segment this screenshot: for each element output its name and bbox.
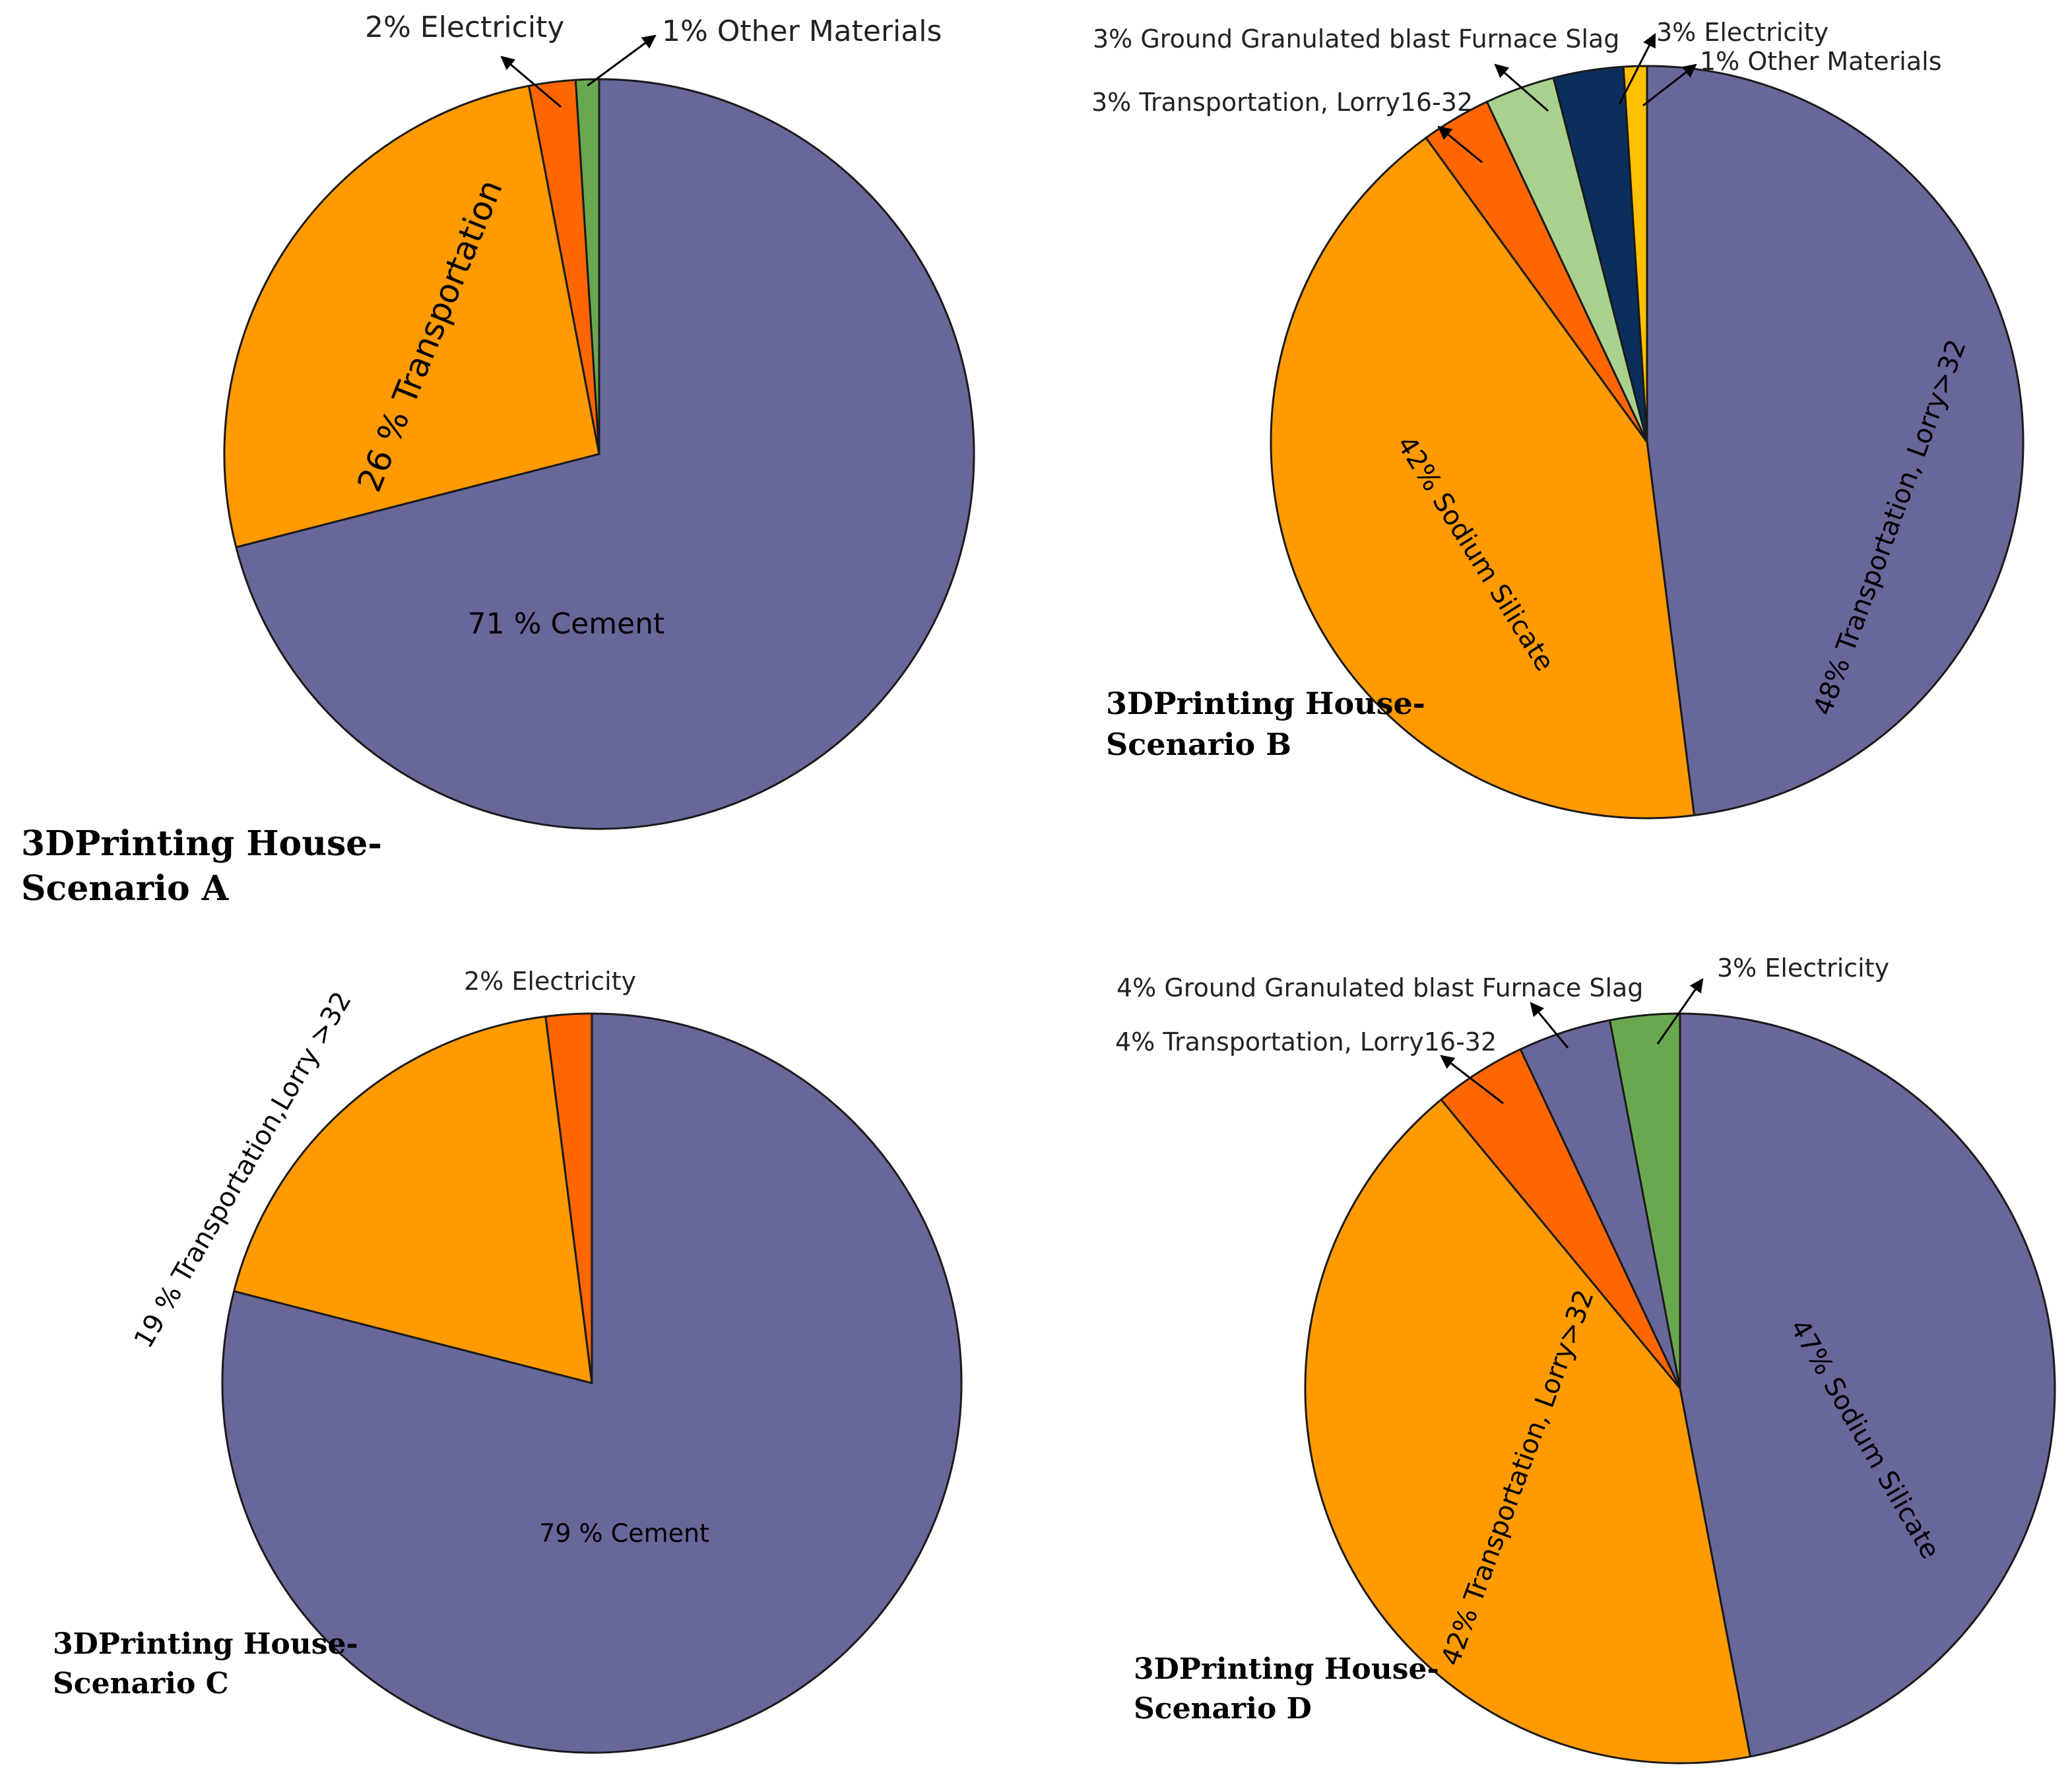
chart-title-scenario-d-line2: Scenario D xyxy=(1134,1692,1312,1726)
callout-arrow-ggbs xyxy=(1494,63,1549,112)
chart-title-scenario-b-line2: Scenario B xyxy=(1106,727,1291,762)
chart-title-scenario-d-line1: 3DPrinting House- xyxy=(1134,1652,1439,1686)
callout-arrow-transportation-lorry16-32 xyxy=(1437,125,1483,164)
chart-title-scenario-b-line1: 3DPrinting House- xyxy=(1106,686,1425,721)
callout-arrow-electricity-d xyxy=(1656,978,1704,1045)
pie-slice-d-sodium-silicate xyxy=(1679,1012,2056,1758)
callout-label-other-materials-b: 1% Other Materials xyxy=(1700,47,1942,76)
callout-arrow-other-materials-b xyxy=(1642,63,1697,107)
pie-slice-a-cement xyxy=(235,78,975,830)
pie-slice-c-transportation-lorry-32 xyxy=(233,1015,593,1384)
pie-slice-b-sodium-silicate xyxy=(1270,137,1695,820)
pie-slice-c-electricity xyxy=(544,1012,593,1384)
chart-title-scenario-c-line2: Scenario C xyxy=(53,1667,229,1701)
pie-chart-scenario-b: 48% Transportation, Lorry>32 42% Sodium … xyxy=(1091,18,2024,820)
callout-label-transportation-lorry16-32-d: 4% Transportation, Lorry16-32 xyxy=(1115,1027,1497,1056)
chart-title-scenario-a-line1: 3DPrinting House- xyxy=(21,824,382,864)
callout-label-ggbs-d: 4% Ground Granulated blast Furnace Slag xyxy=(1117,973,1643,1002)
pie-slice-a-transportation xyxy=(223,84,600,548)
pie-chart-scenario-d: 47% Sodium Silicate 42% Transportation, … xyxy=(1115,954,2056,1765)
slice-label-cement-c: 79 % Cement xyxy=(539,1519,709,1548)
pie-chart-scenario-c: 79 % Cement 19 % Transportation,Lorry >3… xyxy=(53,967,963,1754)
callout-label-electricity-c: 2% Electricity xyxy=(464,967,636,996)
slice-label-cement: 71 % Cement xyxy=(468,607,665,641)
callout-label-electricity: 2% Electricity xyxy=(365,11,564,44)
pie-slice-d-transportation-lorry-32 xyxy=(1304,1098,1751,1765)
pie-slice-b-other-materials xyxy=(1622,65,1648,443)
callout-label-electricity-d: 3% Electricity xyxy=(1717,954,1889,983)
pie-slice-b-transportation-lorry-32 xyxy=(1646,65,2024,817)
callout-label-electricity-b: 3% Electricity xyxy=(1656,18,1829,47)
pie-chart-scenario-a: 71 % Cement 26 % Transportation 2% Elect… xyxy=(21,11,975,909)
pie-slice-c-cement xyxy=(221,1012,963,1754)
pie-slice-a-other-materials xyxy=(574,78,600,455)
callout-label-transportation-lorry16-32: 3% Transportation, Lorry16-32 xyxy=(1091,88,1473,117)
callout-arrow-ggbs-d xyxy=(1530,1002,1569,1049)
callout-label-ggbs: 3% Ground Granulated blast Furnace Slag xyxy=(1093,24,1619,53)
callout-arrow-transportation-lorry16-32-d xyxy=(1440,1054,1504,1105)
chart-title-scenario-a-line2: Scenario A xyxy=(21,868,229,909)
pie-slice-d-electricity xyxy=(1609,1012,1681,1390)
callout-label-other-materials: 1% Other Materials xyxy=(662,15,942,48)
chart-title-scenario-c-line1: 3DPrinting House- xyxy=(53,1627,358,1661)
callout-arrow-electricity-b xyxy=(1618,33,1656,105)
callout-arrow-other-materials xyxy=(587,34,657,87)
callout-arrow-electricity xyxy=(500,55,562,108)
